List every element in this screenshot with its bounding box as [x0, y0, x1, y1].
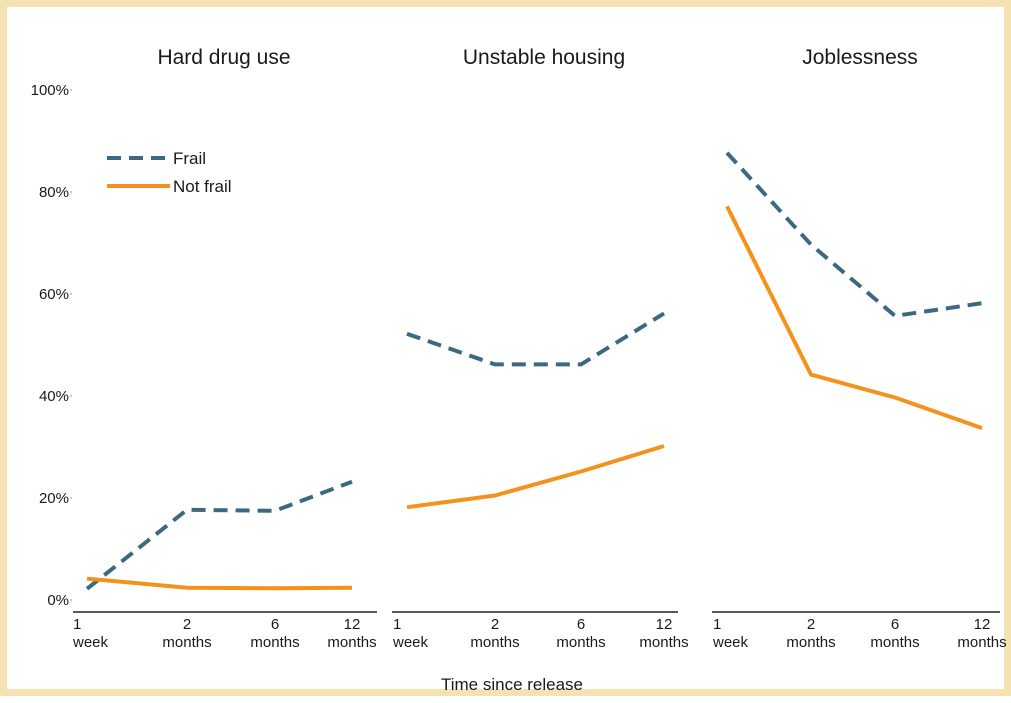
y-tick-label: 100% — [31, 82, 69, 99]
x-axis-label: Time since release — [441, 675, 583, 694]
x-tick-label: 12 — [656, 616, 673, 633]
x-tick-sublabel: months — [250, 634, 299, 651]
x-tick-sublabel: months — [162, 634, 211, 651]
y-tick-label: 60% — [39, 286, 69, 303]
y-tick-mark — [70, 497, 71, 498]
y-tick-mark — [70, 395, 71, 396]
y-tick-mark — [70, 293, 71, 294]
x-tick-label: 6 — [891, 616, 899, 633]
series-line-not-frail — [407, 446, 664, 507]
y-tick-label: 0% — [47, 592, 69, 609]
panel-title: Unstable housing — [463, 46, 625, 69]
y-tick-mark — [70, 599, 71, 600]
x-tick-label: 12 — [344, 616, 361, 633]
x-tick-label: 6 — [577, 616, 585, 633]
x-tick-label: 2 — [807, 616, 815, 633]
panel-title: Joblessness — [802, 46, 918, 69]
x-tick-sublabel: months — [870, 634, 919, 651]
series-line-frail — [407, 313, 664, 364]
x-tick-sublabel: months — [639, 634, 688, 651]
legend-label: Frail — [173, 149, 206, 168]
x-tick-sublabel: months — [957, 634, 1006, 651]
x-tick-label: 12 — [974, 616, 991, 633]
y-tick-label: 20% — [39, 490, 69, 507]
x-tick-sublabel: week — [392, 634, 429, 651]
x-tick-sublabel: months — [556, 634, 605, 651]
y-tick-label: 40% — [39, 388, 69, 405]
y-tick-mark — [70, 191, 71, 192]
x-tick-label: 1 — [713, 616, 721, 633]
series-line-not-frail — [87, 579, 352, 589]
x-tick-label: 6 — [271, 616, 279, 633]
legend-label: Not frail — [173, 177, 232, 196]
x-tick-label: 1 — [73, 616, 81, 633]
x-tick-sublabel: months — [470, 634, 519, 651]
series-line-frail — [727, 153, 982, 316]
small-multiples-line-chart: 0%20%40%60%80%100%Hard drug use1week2mon… — [7, 7, 1011, 703]
x-tick-sublabel: week — [72, 634, 109, 651]
x-tick-sublabel: months — [327, 634, 376, 651]
x-tick-sublabel: week — [712, 634, 749, 651]
x-tick-label: 2 — [183, 616, 191, 633]
panel-title: Hard drug use — [157, 46, 290, 69]
series-line-not-frail — [727, 206, 982, 428]
y-tick-label: 80% — [39, 184, 69, 201]
y-tick-mark — [70, 89, 71, 90]
x-tick-label: 1 — [393, 616, 401, 633]
x-tick-sublabel: months — [786, 634, 835, 651]
x-tick-label: 2 — [491, 616, 499, 633]
series-line-frail — [87, 482, 352, 589]
